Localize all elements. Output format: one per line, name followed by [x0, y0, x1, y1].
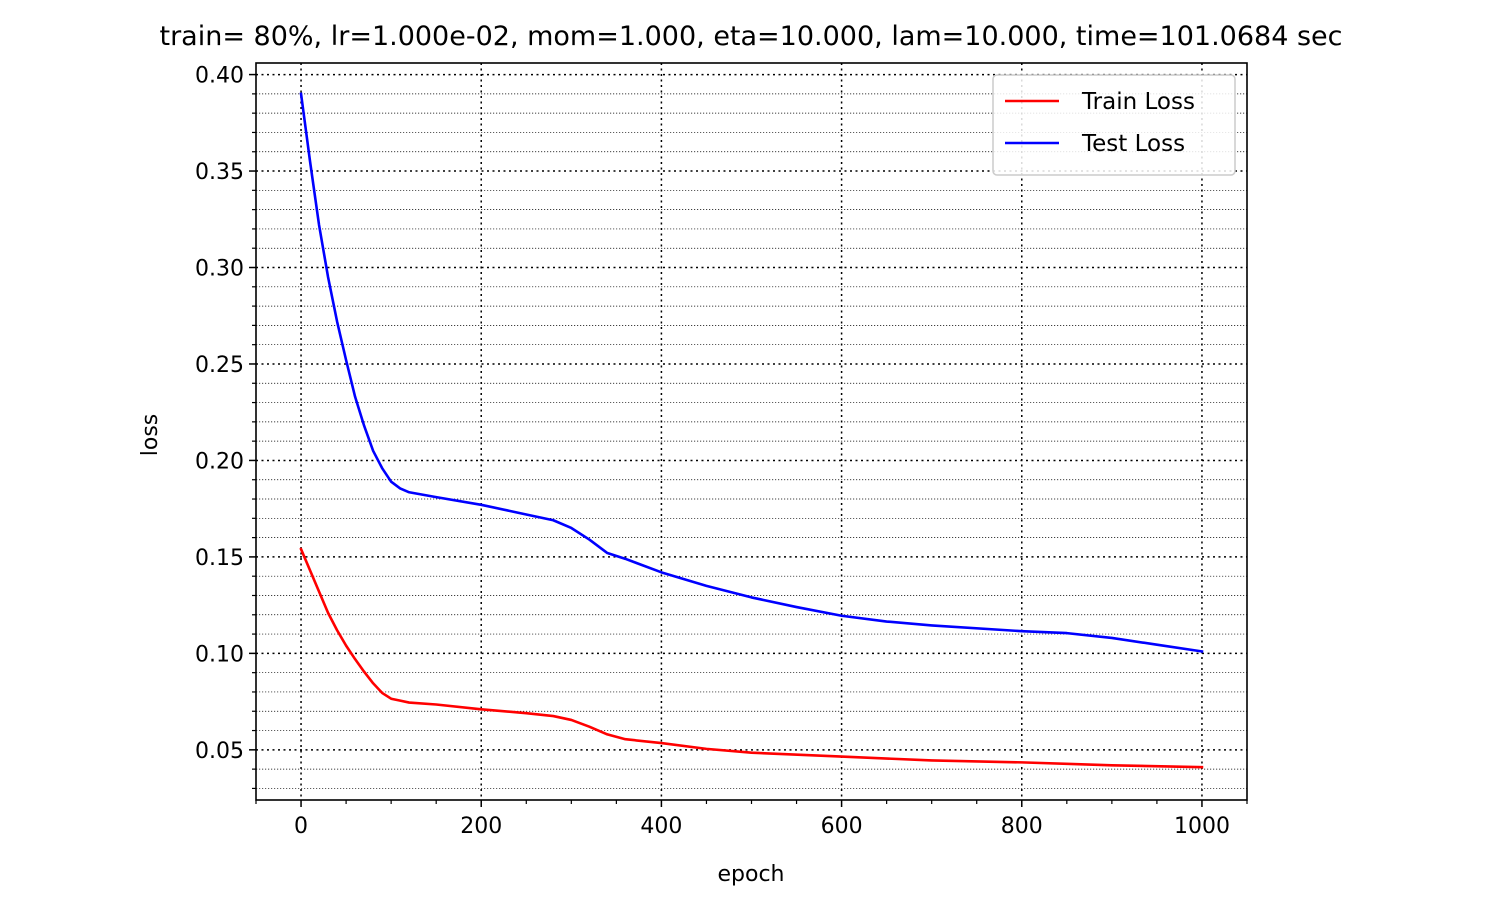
- x-axis-label: epoch: [718, 862, 785, 887]
- axis-ticks: 0.05 0.10 0.15 0.20 0.25 0.30 0.35 0.40 0 200 400 6…: [195, 64, 1248, 839]
- series-line-train-loss: [299, 547, 1204, 769]
- y-tick-label: 0.15: [195, 546, 244, 571]
- series-line-test-loss: [299, 92, 1204, 653]
- y-axis-label: loss: [138, 414, 163, 457]
- y-tick-label: 0.10: [195, 642, 244, 667]
- legend: Train Loss Test Loss: [992, 74, 1236, 176]
- x-tick-label: 200: [460, 814, 502, 839]
- y-tick-label: 0.05: [195, 739, 244, 764]
- y-tick-label: 0.20: [195, 449, 244, 474]
- y-tick-label: 0.25: [195, 353, 244, 378]
- chart-title: train= 80%, lr=1.000e-02, mom=1.000, eta…: [159, 21, 1342, 52]
- y-tick-label: 0.40: [195, 64, 244, 89]
- x-tick-label: 600: [821, 814, 863, 839]
- y-tick-label: 0.35: [195, 160, 244, 185]
- legend-label-train-loss: Train Loss: [1081, 89, 1195, 115]
- series-lines: [299, 92, 1204, 769]
- x-tick-label: 800: [1001, 814, 1043, 839]
- x-tick-label: 400: [640, 814, 682, 839]
- legend-label-test-loss: Test Loss: [1081, 131, 1185, 157]
- x-tick-label: 0: [294, 814, 308, 839]
- x-tick-label: 1000: [1174, 814, 1230, 839]
- y-tick-label: 0.30: [195, 257, 244, 282]
